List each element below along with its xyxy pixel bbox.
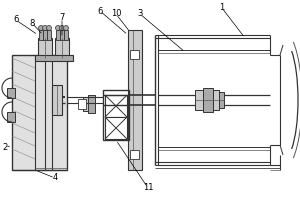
Bar — [35, 55, 73, 61]
Text: 6: 6 — [13, 16, 19, 24]
Text: 1: 1 — [219, 3, 225, 12]
Bar — [130, 50, 139, 59]
Bar — [128, 30, 142, 170]
Circle shape — [64, 25, 68, 30]
Bar — [7, 88, 15, 98]
Bar — [39, 30, 43, 40]
Bar — [219, 92, 224, 108]
Bar — [56, 30, 60, 40]
Bar — [105, 95, 127, 117]
Bar — [78, 99, 86, 109]
Bar — [52, 85, 62, 115]
Bar — [103, 90, 129, 140]
Bar — [43, 30, 47, 40]
Bar — [64, 30, 68, 40]
Bar — [60, 30, 64, 40]
Circle shape — [46, 25, 52, 30]
Bar — [83, 97, 91, 111]
Bar — [7, 112, 15, 122]
Text: 10: 10 — [111, 9, 121, 19]
Circle shape — [56, 25, 61, 30]
Text: 6: 6 — [97, 6, 103, 16]
Bar — [213, 90, 219, 110]
Text: 7: 7 — [59, 14, 65, 22]
Circle shape — [38, 25, 43, 30]
Bar — [195, 90, 203, 110]
Text: 8: 8 — [29, 19, 35, 27]
Bar — [12, 55, 67, 170]
Circle shape — [43, 25, 47, 30]
Circle shape — [59, 25, 64, 30]
Bar — [130, 150, 139, 159]
Text: 2: 2 — [2, 144, 8, 152]
Text: 11: 11 — [143, 184, 153, 192]
Text: 4: 4 — [52, 173, 58, 182]
Text: 3: 3 — [137, 9, 143, 19]
Bar — [47, 30, 51, 40]
Bar — [88, 95, 95, 113]
Bar — [105, 117, 127, 139]
Bar — [38, 38, 52, 58]
Bar — [203, 88, 213, 112]
Bar — [55, 38, 69, 58]
